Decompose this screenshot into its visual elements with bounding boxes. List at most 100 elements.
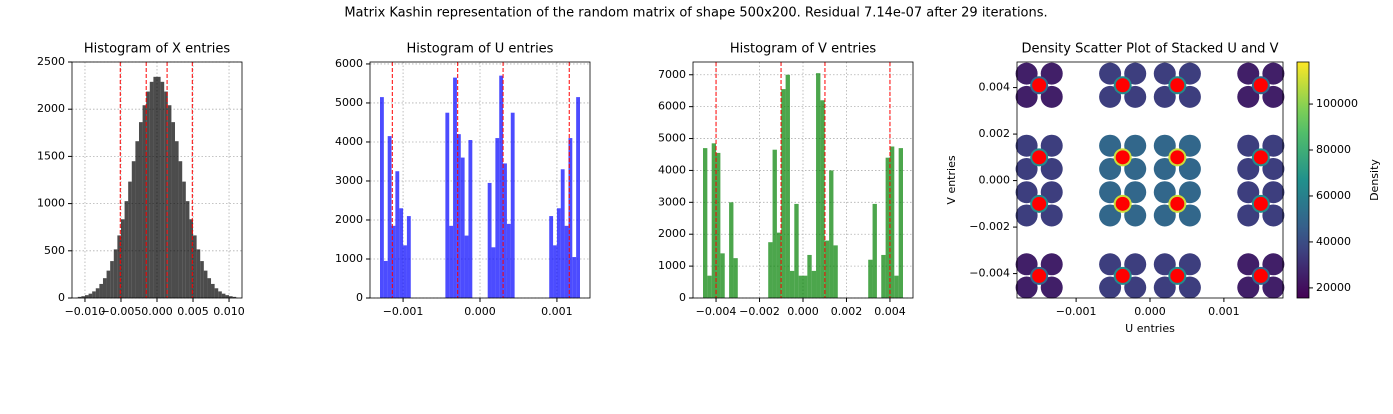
colorbar-tick-label: 80000 [1316, 143, 1351, 156]
density-point [1124, 253, 1147, 276]
colorbar-tick-label: 60000 [1316, 189, 1351, 202]
density-point [1124, 276, 1147, 299]
histogram-bar [164, 91, 168, 298]
y-tick-label: 2500 [37, 55, 65, 68]
histogram-bar [131, 161, 136, 298]
center-point [1170, 268, 1185, 283]
density-point [1099, 276, 1122, 299]
histogram-bar [816, 73, 821, 298]
x-tick-label: 0.000 [464, 305, 496, 318]
density-point [1262, 85, 1285, 108]
density-point [1040, 85, 1063, 108]
density-point [1237, 204, 1260, 227]
y-tick-label: 5000 [335, 96, 363, 109]
histogram-bar [149, 81, 154, 298]
histogram-bar [781, 89, 786, 298]
density-point [1262, 62, 1285, 85]
histogram-bar [200, 261, 204, 298]
histogram-bar [99, 283, 103, 298]
density-point [1262, 134, 1285, 157]
histogram-bar [211, 283, 215, 298]
histogram-bar [460, 157, 465, 298]
y-tick-label: 500 [44, 244, 65, 257]
histogram-bar [510, 112, 515, 298]
histogram-bar [203, 270, 208, 298]
histogram-bar [789, 270, 795, 298]
center-point [1115, 78, 1130, 93]
histogram-bar [564, 225, 569, 298]
axes-frame [1016, 61, 1284, 299]
histogram-bar [189, 219, 194, 298]
density-point [1153, 85, 1176, 108]
histogram-bar [833, 245, 838, 298]
histogram-bar [77, 296, 82, 298]
histogram-bar [380, 97, 384, 298]
histogram-bar [128, 181, 132, 298]
histogram-bar [820, 100, 825, 299]
density-point [1040, 276, 1063, 299]
histogram-bar [167, 105, 172, 298]
density-point [1262, 253, 1285, 276]
density-point [1015, 134, 1038, 157]
density-point [1015, 253, 1038, 276]
density-point [1178, 62, 1201, 85]
histogram-bar [499, 75, 504, 298]
y-tick-label: 4000 [658, 163, 686, 176]
y-tick-label: 0.004 [979, 81, 1011, 94]
density-point [1237, 253, 1260, 276]
histogram-bar [214, 288, 219, 298]
histogram-bar [894, 275, 899, 298]
center-point [1032, 78, 1047, 93]
histogram-bar [503, 163, 507, 298]
histogram-bar [807, 254, 812, 298]
histogram-bar [138, 122, 143, 298]
histogram-bar [218, 291, 222, 298]
histogram-bar [768, 242, 773, 298]
histogram-bar [556, 208, 561, 298]
y-tick-label: 0 [679, 291, 686, 304]
histogram-bar [572, 257, 577, 298]
density-point [1237, 85, 1260, 108]
histogram-bar [824, 240, 830, 298]
histogram-bar [811, 270, 817, 298]
histogram-bar [95, 288, 100, 298]
axes-title: Histogram of V entries [730, 42, 877, 57]
histogram-bar [487, 182, 492, 298]
y-tick-label: 1500 [37, 149, 65, 162]
center-point [1115, 196, 1130, 211]
center-point [1170, 196, 1185, 211]
center-point [1170, 150, 1185, 165]
x-tick-label: 0.000 [141, 305, 173, 318]
histogram-bar [185, 201, 190, 298]
center-point [1170, 78, 1185, 93]
y-tick-label: 3000 [658, 195, 686, 208]
x-tick-label: 0.002 [831, 305, 863, 318]
x-tick-label: 0.001 [541, 305, 573, 318]
histogram-bar [113, 249, 118, 298]
density-point [1099, 62, 1122, 85]
y-tick-label: 3000 [335, 174, 363, 187]
center-point [1253, 196, 1268, 211]
x-tick-label: 0.000 [1134, 305, 1166, 318]
histogram-bar [403, 245, 407, 298]
histogram-bar [153, 76, 157, 298]
x-tick-label: −0.010 [65, 305, 106, 318]
histogram-bar [88, 293, 93, 298]
figure-title: Matrix Kashin representation of the rand… [344, 6, 1047, 21]
colorbar [1296, 61, 1310, 299]
center-point [1253, 150, 1268, 165]
histogram-bar [560, 169, 565, 298]
histogram-bar [106, 270, 111, 298]
x-tick-label: 0.010 [213, 305, 245, 318]
axes-title: Density Scatter Plot of Stacked U and V [1022, 42, 1279, 57]
histogram-bar [449, 225, 454, 298]
density-point [1124, 85, 1147, 108]
histogram-bar [81, 296, 85, 298]
histogram-bar [142, 105, 147, 298]
y-tick-label: 2000 [37, 102, 65, 115]
histogram-bar [135, 141, 139, 298]
histogram-bar [196, 249, 201, 298]
x-tick-label: 0.001 [1208, 305, 1240, 318]
histogram-bar [171, 122, 176, 298]
